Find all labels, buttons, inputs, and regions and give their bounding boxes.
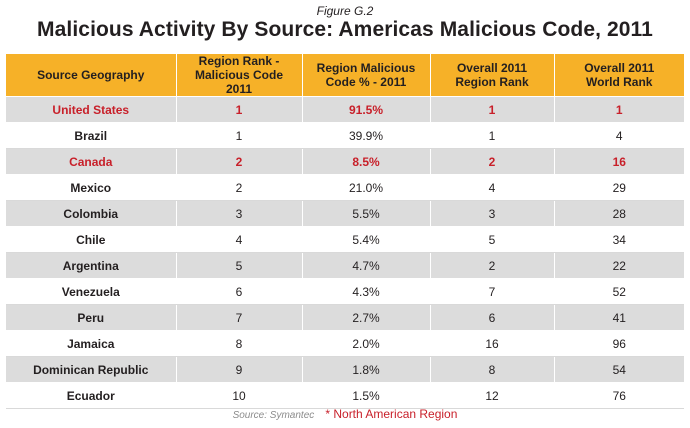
geography-cell: Canada	[6, 148, 177, 175]
value-cell: 5.5%	[302, 200, 431, 227]
value-cell: 7	[176, 304, 303, 331]
geography-cell: Brazil	[6, 122, 177, 149]
geography-cell: Chile	[6, 226, 177, 253]
value-cell: 4	[176, 226, 303, 253]
value-cell: 2	[430, 148, 555, 175]
source-note: Source: Symantec	[232, 410, 315, 421]
table-row: Mexico 2 21.0% 4 29	[6, 174, 684, 201]
value-cell: 8.5%	[302, 148, 431, 175]
value-cell: 1	[176, 96, 303, 123]
value-cell: 5	[430, 226, 555, 253]
table-row: Ecuador 10 1.5% 12 76	[6, 382, 684, 409]
table-row: United States 1 91.5% 1 1	[6, 96, 684, 123]
page-title: Malicious Activity By Source: Americas M…	[37, 18, 653, 41]
column-header: Overall 2011 Region Rank	[430, 54, 555, 97]
figure-label: Figure G.2	[316, 4, 374, 18]
geography-cell: Venezuela	[6, 278, 177, 305]
value-cell: 1	[430, 96, 555, 123]
value-cell: 34	[554, 226, 684, 253]
value-cell: 4	[430, 174, 555, 201]
value-cell: 2	[430, 252, 555, 279]
column-header: Overall 2011 World Rank	[554, 54, 684, 97]
value-cell: 91.5%	[302, 96, 431, 123]
value-cell: 21.0%	[302, 174, 431, 201]
geography-cell: Peru	[6, 304, 177, 331]
table-row: Venezuela 6 4.3% 7 52	[6, 278, 684, 305]
value-cell: 2.0%	[302, 330, 431, 357]
table-row: Colombia 3 5.5% 3 28	[6, 200, 684, 227]
value-cell: 3	[176, 200, 303, 227]
table-row: Brazil 1 39.9% 1 4	[6, 122, 684, 149]
table-header: Source Geography Region Rank - Malicious C…	[6, 54, 684, 97]
value-cell: 1.8%	[302, 356, 431, 383]
value-cell: 41	[554, 304, 684, 331]
value-cell: 3	[430, 200, 555, 227]
table-row: Chile 4 5.4% 5 34	[6, 226, 684, 253]
value-cell: 76	[554, 382, 684, 409]
value-cell: 2.7%	[302, 304, 431, 331]
column-header: Source Geography	[6, 54, 177, 97]
value-cell: 96	[554, 330, 684, 357]
value-cell: 6	[176, 278, 303, 305]
value-cell: 8	[176, 330, 303, 357]
value-cell: 52	[554, 278, 684, 305]
geography-cell: Ecuador	[6, 382, 177, 409]
table-row: Canada 2 8.5% 2 16	[6, 148, 684, 175]
value-cell: 4	[554, 122, 684, 149]
value-cell: 39.9%	[302, 122, 431, 149]
data-table: Source Geography Region Rank - Malicious C…	[6, 54, 684, 409]
geography-cell: Jamaica	[6, 330, 177, 357]
value-cell: 9	[176, 356, 303, 383]
value-cell: 2	[176, 148, 303, 175]
geography-cell: Dominican Republic	[6, 356, 177, 383]
table-row: Dominican Republic 9 1.8% 8 54	[6, 356, 684, 383]
table-row: Peru 7 2.7% 6 41	[6, 304, 684, 331]
value-cell: 12	[430, 382, 555, 409]
value-cell: 1	[430, 122, 555, 149]
value-cell: 22	[554, 252, 684, 279]
value-cell: 4.7%	[302, 252, 431, 279]
table-row: Jamaica 8 2.0% 16 96	[6, 330, 684, 357]
value-cell: 6	[430, 304, 555, 331]
value-cell: 1	[554, 96, 684, 123]
value-cell: 4.3%	[302, 278, 431, 305]
value-cell: 7	[430, 278, 555, 305]
footer: Source: Symantec * North American Region	[0, 407, 690, 421]
value-cell: 54	[554, 356, 684, 383]
value-cell: 29	[554, 174, 684, 201]
column-header: Region Rank - Malicious Code 2011	[176, 54, 303, 97]
table-row: Argentina 5 4.7% 2 22	[6, 252, 684, 279]
value-cell: 16	[554, 148, 684, 175]
header-row: Source Geography Region Rank - Malicious C…	[6, 54, 684, 97]
value-cell: 5.4%	[302, 226, 431, 253]
value-cell: 5	[176, 252, 303, 279]
geography-cell: Mexico	[6, 174, 177, 201]
value-cell: 2	[176, 174, 303, 201]
table-body: United States 1 91.5% 1 1 Brazil 1 39.9% 1 4 Canad…	[6, 96, 684, 409]
value-cell: 1.5%	[302, 382, 431, 409]
geography-cell: Colombia	[6, 200, 177, 227]
value-cell: 8	[430, 356, 555, 383]
value-cell: 16	[430, 330, 555, 357]
value-cell: 1	[176, 122, 303, 149]
value-cell: 28	[554, 200, 684, 227]
value-cell: 10	[176, 382, 303, 409]
region-note: * North American Region	[325, 407, 458, 421]
geography-cell: Argentina	[6, 252, 177, 279]
geography-cell: United States	[6, 96, 177, 123]
column-header: Region Malicious Code % - 2011	[302, 54, 431, 97]
